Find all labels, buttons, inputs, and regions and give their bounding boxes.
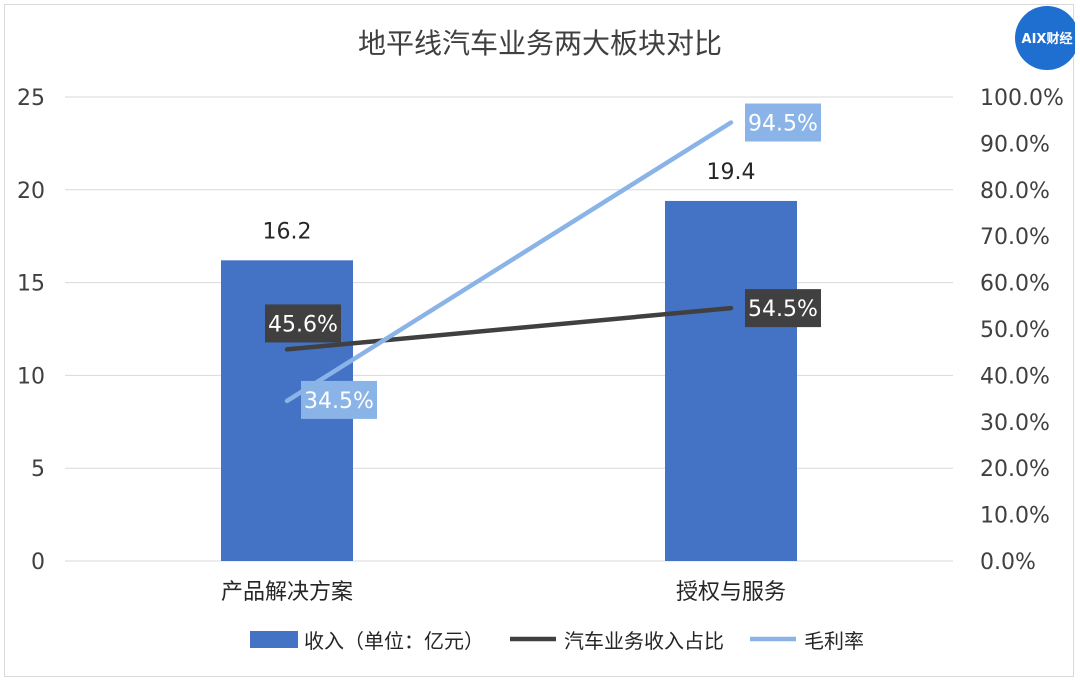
chart-frame: 地平线汽车业务两大板块对比 AIX财经 0 5 10 15 20 25 0.0% 10.0%… bbox=[4, 4, 1075, 677]
y-axis-left: 0 5 10 15 20 25 bbox=[17, 86, 45, 575]
bar-data-label: 19.4 bbox=[707, 160, 756, 185]
y2-tick-label: 20.0% bbox=[980, 457, 1050, 482]
series-line bbox=[284, 120, 734, 404]
y2-tick-label: 10.0% bbox=[980, 504, 1050, 529]
line-data-label: 34.5% bbox=[304, 389, 374, 414]
y2-tick-label: 50.0% bbox=[980, 318, 1050, 343]
legend-swatch-bar bbox=[250, 631, 298, 648]
y2-tick-label: 70.0% bbox=[980, 225, 1050, 250]
y2-tick-label: 60.0% bbox=[980, 272, 1050, 297]
legend-label: 毛利率 bbox=[804, 629, 864, 653]
x-axis: 产品解决方案 授权与服务 bbox=[221, 580, 786, 605]
y2-tick-label: 100.0% bbox=[980, 86, 1064, 111]
x-tick-label: 产品解决方案 bbox=[221, 580, 353, 605]
y-tick-label: 0 bbox=[31, 550, 45, 575]
y2-tick-label: 40.0% bbox=[980, 364, 1050, 389]
y-tick-label: 25 bbox=[17, 86, 45, 111]
legend-label: 收入（单位：亿元） bbox=[304, 629, 484, 653]
line-label-box bbox=[745, 289, 821, 328]
line-label-box bbox=[301, 380, 377, 419]
watermark-logo-text: AIX财经 bbox=[1022, 31, 1073, 47]
series-line bbox=[284, 305, 734, 352]
y2-tick-label: 30.0% bbox=[980, 411, 1050, 436]
line-data-label: 94.5% bbox=[748, 112, 818, 137]
y2-tick-label: 80.0% bbox=[980, 179, 1050, 204]
legend-label: 汽车业务收入占比 bbox=[564, 629, 724, 653]
y2-tick-label: 0.0% bbox=[980, 550, 1036, 575]
chart: 地平线汽车业务两大板块对比 AIX财经 0 5 10 15 20 25 0.0% 10.0%… bbox=[17, 6, 1075, 653]
legend: 收入（单位：亿元） 汽车业务收入占比 毛利率 bbox=[250, 629, 864, 653]
y-axis-right: 0.0% 10.0% 20.0% 30.0% 40.0% 50.0% 60.0% 70.0% 8… bbox=[980, 86, 1064, 575]
line-data-label: 45.6% bbox=[268, 312, 338, 337]
line-label-box bbox=[745, 103, 821, 142]
watermark-logo-circle bbox=[1015, 6, 1075, 70]
y2-tick-label: 90.0% bbox=[980, 132, 1050, 157]
gridlines bbox=[65, 96, 953, 562]
x-tick-label: 授权与服务 bbox=[676, 580, 786, 605]
data-labels: 16.2 19.4 45.6% 54.5% 34.5% 94.5% bbox=[263, 103, 821, 419]
y-tick-label: 15 bbox=[17, 272, 45, 297]
y-tick-label: 10 bbox=[17, 364, 45, 389]
bar-data-label: 16.2 bbox=[263, 219, 312, 244]
y-tick-label: 20 bbox=[17, 179, 45, 204]
watermark-logo: AIX财经 bbox=[1015, 6, 1075, 70]
chart-title: 地平线汽车业务两大板块对比 bbox=[358, 27, 722, 60]
bar bbox=[665, 200, 797, 561]
line-label-box bbox=[265, 304, 341, 343]
line-data-label: 54.5% bbox=[748, 297, 818, 322]
line-series bbox=[284, 120, 734, 404]
y-tick-label: 5 bbox=[31, 457, 45, 482]
